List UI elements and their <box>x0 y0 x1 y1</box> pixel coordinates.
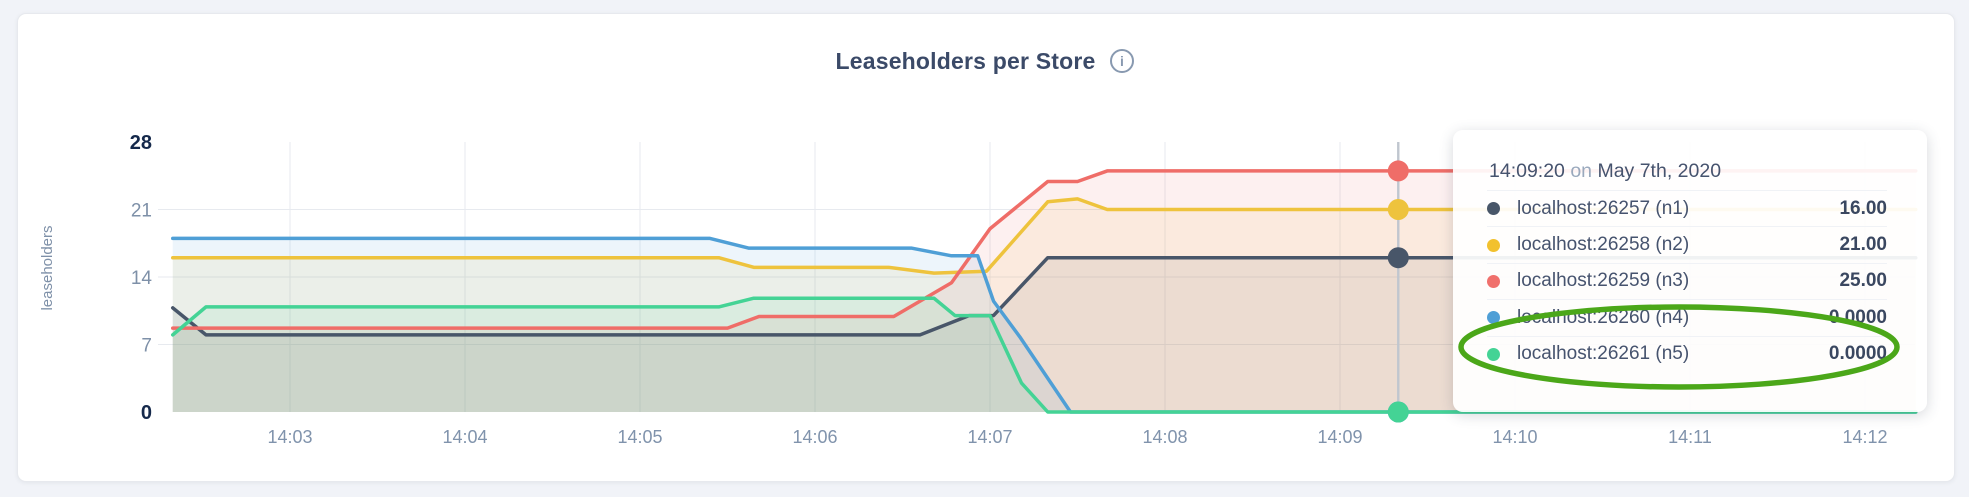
series-area <box>172 238 1916 412</box>
tooltip-time: 14:09:20 <box>1489 160 1565 182</box>
series-dot-icon <box>1487 347 1500 361</box>
x-tick-label: 14:09 <box>1317 427 1362 447</box>
y-tick-label: 21 <box>131 200 152 221</box>
tooltip-series-value: 21.00 <box>1839 234 1887 256</box>
hover-dot <box>1387 160 1409 182</box>
tooltip-series-value: 16.00 <box>1839 197 1887 219</box>
x-tick-label: 14:11 <box>1668 427 1712 447</box>
tooltip-row: localhost:26257 (n1) 16.00 <box>1487 190 1887 226</box>
tooltip-series-name: localhost:26261 (n5) <box>1517 343 1690 365</box>
series-dot-icon <box>1487 238 1500 252</box>
info-icon-glyph: i <box>1120 53 1124 69</box>
y-axis-title: leaseholders <box>39 225 56 310</box>
y-tick-label: 0 <box>141 402 152 424</box>
y-tick-label: 7 <box>141 335 152 356</box>
hover-dot <box>1387 247 1409 269</box>
hover-dot <box>1387 401 1409 423</box>
tooltip-series-value: 0.0000 <box>1828 306 1887 328</box>
hover-tooltip: 14:09:20 on May 7th, 2020 localhost:2625… <box>1453 130 1927 412</box>
series-line <box>171 296 1918 414</box>
tooltip-date: May 7th, 2020 <box>1597 160 1722 182</box>
x-tick-label: 14:04 <box>442 427 487 447</box>
x-tick-label: 14:07 <box>967 427 1012 447</box>
tooltip-series-value: 25.00 <box>1839 270 1887 292</box>
x-tick-label: 14:12 <box>1842 427 1887 447</box>
tooltip-row: localhost:26260 (n4) 0.0000 <box>1487 299 1887 335</box>
tooltip-row: localhost:26261 (n5) 0.0000 <box>1487 335 1887 372</box>
x-tick-label: 14:08 <box>1142 427 1187 447</box>
x-tick-label: 14:05 <box>617 427 662 447</box>
y-tick-label: 28 <box>130 132 152 154</box>
series-dot-icon <box>1487 311 1500 325</box>
tooltip-row: localhost:26258 (n2) 21.00 <box>1487 226 1887 262</box>
chart-header: Leaseholders per Store i <box>17 44 1953 78</box>
tooltip-series-value: 0.0000 <box>1828 343 1887 365</box>
tooltip-series-name: localhost:26260 (n4) <box>1517 306 1690 328</box>
tooltip-rows: localhost:26257 (n1) 16.00 localhost:26258… <box>1487 190 1887 372</box>
info-icon[interactable]: i <box>1109 48 1135 74</box>
tooltip-timestamp: 14:09:20 on May 7th, 2020 <box>1489 160 1887 183</box>
tooltip-series-name: localhost:26257 (n1) <box>1517 197 1690 219</box>
tooltip-series-name: localhost:26259 (n3) <box>1517 270 1690 292</box>
x-tick-label: 14:06 <box>792 427 837 447</box>
series-dot-icon <box>1487 274 1500 288</box>
hover-dot <box>1387 198 1409 220</box>
y-tick-label: 14 <box>131 268 153 289</box>
series-dot-icon <box>1487 202 1500 216</box>
tooltip-series-name: localhost:26258 (n2) <box>1517 234 1690 256</box>
tooltip-row: localhost:26259 (n3) 25.00 <box>1487 262 1887 299</box>
tooltip-conjunction: on <box>1570 160 1593 182</box>
x-tick-label: 14:10 <box>1492 427 1537 447</box>
chart-title: Leaseholders per Store <box>835 47 1096 74</box>
x-tick-label: 14:03 <box>267 427 312 447</box>
series-line <box>171 236 1918 414</box>
